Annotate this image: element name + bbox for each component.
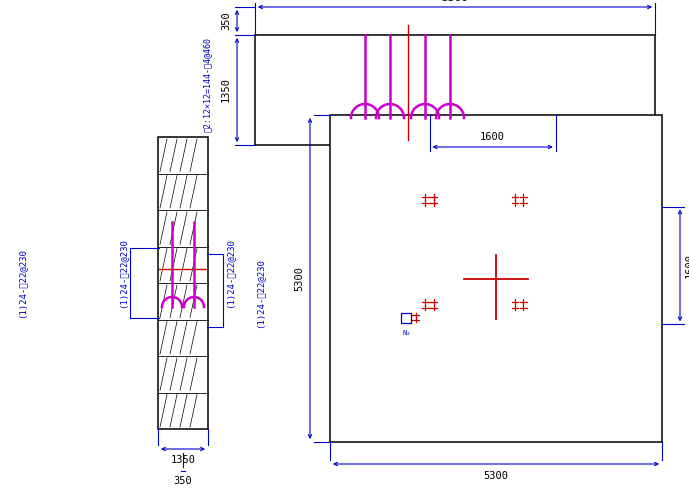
Text: 1600: 1600 — [685, 253, 689, 278]
Text: N₂: N₂ — [402, 330, 411, 336]
Text: (1)24-等22@230: (1)24-等22@230 — [256, 258, 265, 328]
Text: 1600: 1600 — [480, 132, 505, 142]
Text: ⑷2:12×12=144-等4@460: ⑷2:12×12=144-等4@460 — [203, 37, 212, 132]
Bar — [158, 137, 208, 429]
Bar — [255, 35, 655, 145]
Text: 5300: 5300 — [484, 471, 508, 481]
Text: 350: 350 — [221, 11, 231, 30]
Bar — [402, 313, 411, 323]
Text: 1350: 1350 — [170, 455, 196, 465]
Text: 5300: 5300 — [442, 0, 469, 3]
Text: 350: 350 — [174, 476, 192, 486]
Bar — [330, 115, 662, 442]
Text: (1)24-等22@230: (1)24-等22@230 — [119, 238, 127, 308]
Text: 5300: 5300 — [294, 266, 304, 291]
Text: (1)24-等22@230: (1)24-等22@230 — [17, 248, 26, 318]
Text: 1350: 1350 — [221, 78, 231, 102]
Text: (1)24-等22@230: (1)24-等22@230 — [225, 238, 234, 308]
